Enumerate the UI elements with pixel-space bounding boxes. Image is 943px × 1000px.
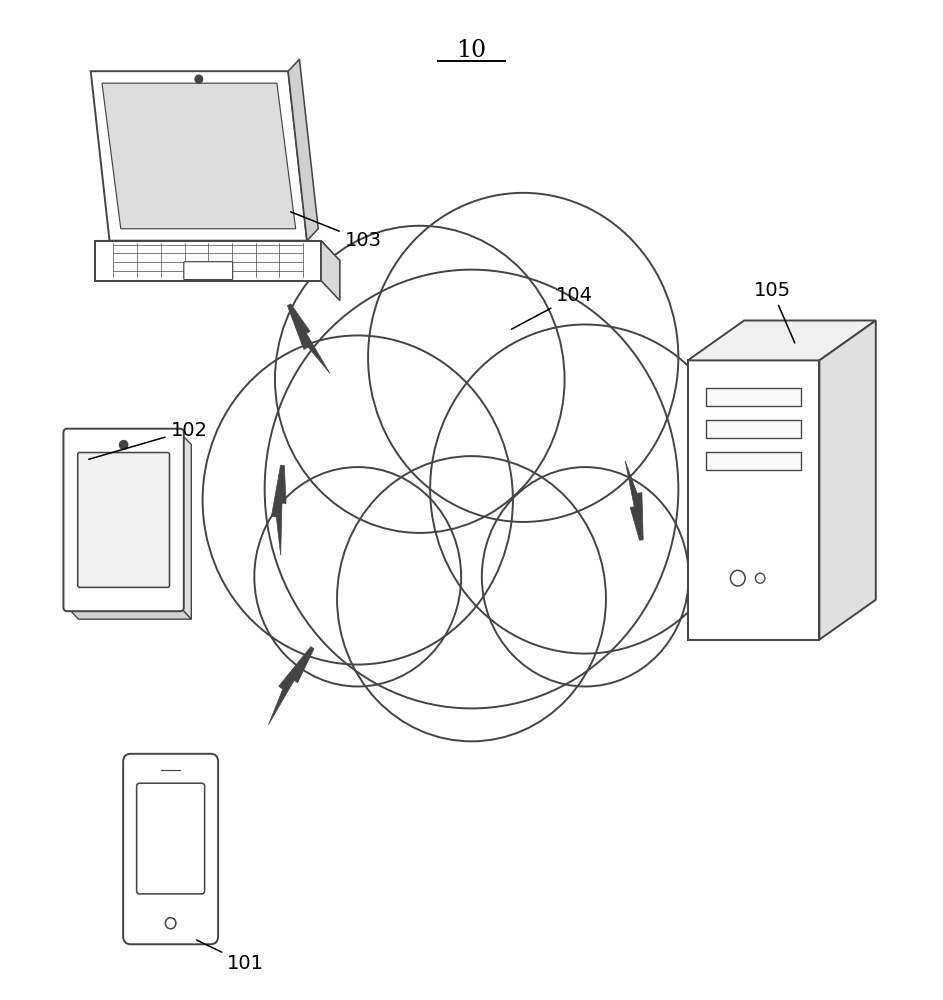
Polygon shape [687,320,876,360]
Polygon shape [289,59,318,241]
Circle shape [195,75,203,83]
Circle shape [275,226,565,533]
Polygon shape [180,433,191,619]
Circle shape [203,335,513,665]
Text: 102: 102 [89,421,207,459]
Circle shape [368,193,678,522]
Circle shape [255,467,461,686]
Polygon shape [288,304,330,373]
Circle shape [755,573,765,583]
Text: 103: 103 [290,212,382,250]
Circle shape [165,918,176,929]
Polygon shape [91,71,307,241]
Polygon shape [102,83,296,229]
Polygon shape [272,465,286,555]
Polygon shape [95,241,321,281]
Text: 10: 10 [456,39,487,62]
FancyBboxPatch shape [184,262,233,280]
Polygon shape [95,241,339,261]
FancyBboxPatch shape [706,420,801,438]
Text: 105: 105 [753,281,795,343]
FancyBboxPatch shape [706,388,801,406]
Polygon shape [321,241,339,301]
Text: 104: 104 [511,286,593,329]
Circle shape [337,456,606,741]
FancyBboxPatch shape [687,360,819,640]
Polygon shape [269,647,314,725]
Circle shape [482,467,688,686]
Polygon shape [67,607,191,619]
FancyBboxPatch shape [63,429,184,611]
Circle shape [430,324,740,654]
FancyBboxPatch shape [706,452,801,470]
Polygon shape [819,320,876,640]
Polygon shape [625,461,643,540]
FancyBboxPatch shape [124,754,218,944]
Circle shape [120,441,127,449]
FancyBboxPatch shape [137,783,205,894]
FancyBboxPatch shape [77,453,170,587]
Circle shape [731,570,745,586]
Text: 101: 101 [197,940,264,973]
Circle shape [265,270,678,708]
